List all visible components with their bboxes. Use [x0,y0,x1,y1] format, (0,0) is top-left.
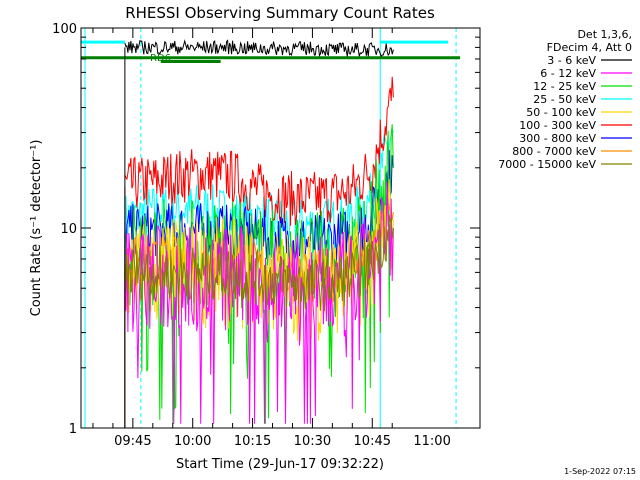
y-tick-labels: 1 10 100 [52,22,77,437]
chart-title: RHESSI Observing Summary Count Rates [125,4,435,22]
x-axis-label: Start Time (29-Jun-17 09:32:22) [176,457,384,472]
y-tick-label-2: 100 [52,22,77,37]
series-line-8 [124,214,394,311]
legend-label-6: 300 - 800 keV [519,132,596,145]
axes-frame [80,27,481,429]
legend-label-5: 100 - 300 keV [519,119,596,132]
legend-label-3: 25 - 50 keV [533,93,596,106]
x-tick-label-0: 09:45 [114,434,151,449]
plot-area [81,28,461,428]
legend-label-4: 50 - 100 keV [526,106,596,119]
legend-header-1: Det 1,3,6, [577,28,632,41]
series-line-5 [124,76,394,226]
x-tick-label-5: 11:00 [413,434,450,449]
series-line-3 [124,128,394,253]
series-line-0 [124,39,394,58]
legend-label-0: 3 - 6 keV [547,54,596,67]
footer-date: 1-Sep-2022 07:15 [564,467,636,476]
x-tick-label-4: 10:45 [354,434,391,449]
x-tick-label-1: 10:00 [174,434,211,449]
x-tick-labels: 09:45 10:00 10:15 10:30 10:45 11:00 [114,434,451,449]
rd6-annotation: RD6 [150,53,171,64]
y-axis-label: Count Rate (s⁻¹ detector⁻¹) [29,140,44,317]
legend-label-8: 7000 - 15000 keV [498,158,596,171]
legend-label-7: 800 - 7000 keV [512,145,596,158]
x-tick-label-2: 10:15 [234,434,271,449]
legend-label-2: 12 - 25 keV [533,80,596,93]
y-tick-label-1: 10 [60,222,77,237]
x-tick-label-3: 10:30 [294,434,331,449]
y-tick-label-0: 1 [69,422,77,437]
legend-label-1: 6 - 12 keV [540,67,596,80]
legend-header-2: FDecim 4, Att 0 [547,41,632,54]
